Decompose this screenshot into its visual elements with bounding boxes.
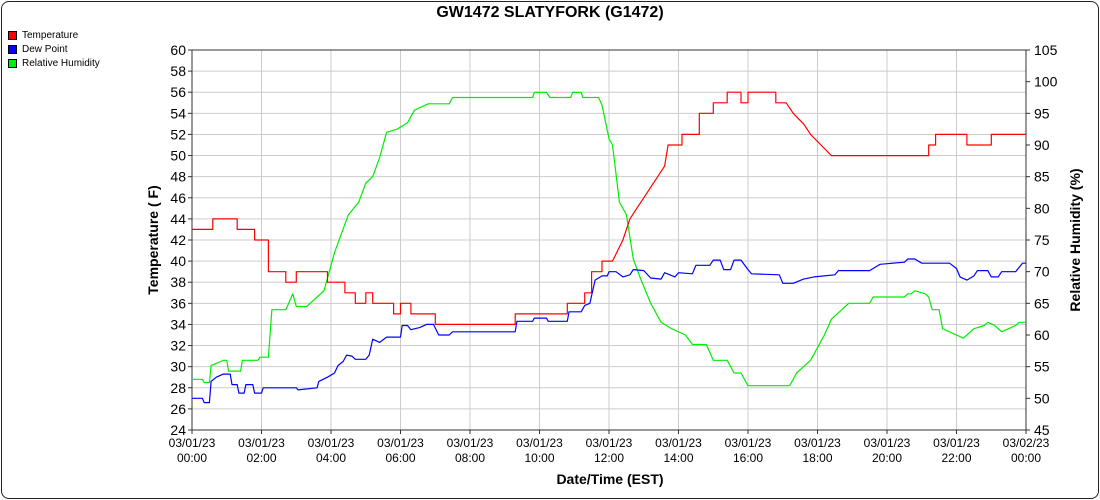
y-right-tick-label: 90 (1034, 137, 1050, 153)
y-left-tick-label: 50 (170, 148, 186, 164)
x-tick-time-label: 12:00 (594, 451, 624, 465)
legend-label-temperature: Temperature (22, 29, 79, 41)
y-right-tick-label: 80 (1034, 200, 1050, 216)
y-left-tick-label: 36 (170, 295, 186, 311)
y-right-tick-label: 45 (1034, 422, 1050, 438)
x-tick-time-label: 22:00 (941, 451, 971, 465)
chart-grid (191, 49, 1027, 431)
x-tick-time-label: 02:00 (246, 451, 276, 465)
legend-label-dew-point: Dew Point (22, 43, 68, 55)
x-tick-time-label: 08:00 (455, 451, 485, 465)
y-right-tick-label: 50 (1034, 390, 1050, 406)
x-tick-date-label: 03/01/23 (655, 436, 702, 450)
x-tick-time-label: 04:00 (316, 451, 346, 465)
y-right-ticks: 45 50 55 60 65 70 75 80 85 90 95 100 105 (1026, 42, 1058, 438)
y-right-tick-label: 85 (1034, 169, 1050, 185)
legend-swatch-temperature (8, 30, 17, 40)
x-tick-time-label: 18:00 (802, 451, 832, 465)
x-tick-date-label: 03/01/23 (169, 436, 216, 450)
legend-swatch-relative-humidity (8, 58, 17, 68)
legend-item-relative-humidity: Relative Humidity (8, 56, 100, 70)
y-left-tick-label: 28 (170, 380, 186, 396)
chart-title: GW1472 SLATYFORK (G1472) (436, 4, 664, 21)
y-left-tick-label: 40 (170, 253, 186, 269)
series-line-relative-humidity (192, 91, 1026, 387)
y-left-tick-label: 42 (170, 232, 186, 248)
x-tick-date-label: 03/01/23 (933, 436, 980, 450)
legend-label-relative-humidity: Relative Humidity (22, 57, 100, 69)
y-left-tick-label: 46 (170, 190, 186, 206)
y-right-tick-label: 70 (1034, 264, 1050, 280)
y-right-axis-label: Relative Humidity (%) (1067, 168, 1083, 311)
y-left-tick-label: 32 (170, 338, 186, 354)
x-tick-date-label: 03/01/23 (864, 436, 911, 450)
y-right-tick-label: 95 (1034, 105, 1050, 121)
x-tick-date-label: 03/01/23 (308, 436, 355, 450)
y-right-tick-label: 65 (1034, 295, 1050, 311)
y-left-ticks: 24 26 28 30 32 34 36 38 40 42 44 46 48 50 52 54 56 58 60 (170, 42, 192, 438)
x-tick-time-label: 06:00 (385, 451, 415, 465)
x-tick-time-label: 00:00 (1011, 451, 1041, 465)
x-tick-time-label: 20:00 (872, 451, 902, 465)
y-left-tick-label: 58 (170, 63, 186, 79)
y-left-tick-label: 38 (170, 274, 186, 290)
x-tick-time-label: 16:00 (733, 451, 763, 465)
x-tick-date-label: 03/01/23 (586, 436, 633, 450)
x-tick-time-label: 14:00 (663, 451, 693, 465)
legend-item-dew-point: Dew Point (8, 42, 100, 56)
y-left-tick-label: 56 (170, 84, 186, 100)
x-tick-date-label: 03/02/23 (1003, 436, 1050, 450)
y-left-tick-label: 24 (170, 422, 186, 438)
x-tick-date-label: 03/01/23 (377, 436, 424, 450)
y-left-tick-label: 54 (170, 105, 186, 121)
y-left-tick-label: 44 (170, 211, 186, 227)
x-tick-date-label: 03/01/23 (516, 436, 563, 450)
x-tick-date-label: 03/01/23 (447, 436, 494, 450)
y-right-tick-label: 105 (1034, 42, 1058, 58)
y-left-tick-label: 34 (170, 316, 186, 332)
x-tick-time-label: 10:00 (524, 451, 554, 465)
series-group (192, 91, 1026, 404)
y-right-tick-label: 100 (1034, 74, 1058, 90)
x-tick-time-label: 00:00 (177, 451, 207, 465)
chart-legend: Temperature Dew Point Relative Humidity (8, 28, 100, 70)
y-left-tick-label: 30 (170, 359, 186, 375)
x-tick-date-label: 03/01/23 (794, 436, 841, 450)
legend-swatch-dew-point (8, 44, 17, 54)
y-right-tick-label: 55 (1034, 359, 1050, 375)
y-right-tick-label: 60 (1034, 327, 1050, 343)
y-left-tick-label: 48 (170, 169, 186, 185)
x-axis-label: Date/Time (EST) (556, 471, 663, 487)
x-tick-date-label: 03/01/23 (725, 436, 772, 450)
series-line-temperature (192, 91, 1026, 325)
y-right-tick-label: 75 (1034, 232, 1050, 248)
y-left-axis-label: Temperature ( F) (145, 185, 161, 294)
y-left-tick-label: 26 (170, 401, 186, 417)
y-left-tick-label: 52 (170, 126, 186, 142)
legend-item-temperature: Temperature (8, 28, 100, 42)
y-left-tick-label: 60 (170, 42, 186, 58)
series-line-dew-point (192, 258, 1026, 404)
x-tick-date-label: 03/01/23 (238, 436, 285, 450)
x-ticks: 03/01/2300:0003/01/2302:0003/01/2304:000… (169, 430, 1050, 465)
